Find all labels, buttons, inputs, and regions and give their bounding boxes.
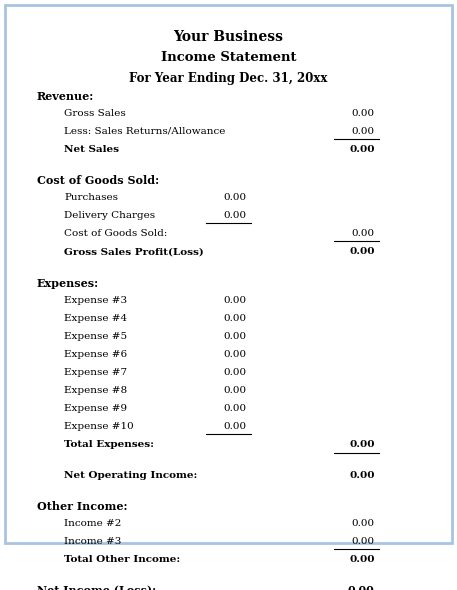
Text: For Year Ending Dec. 31, 20xx: For Year Ending Dec. 31, 20xx <box>129 72 328 85</box>
Text: Gross Sales Profit(Loss): Gross Sales Profit(Loss) <box>64 247 204 257</box>
Text: Expenses:: Expenses: <box>37 277 99 289</box>
Text: Net Income (Loss):: Net Income (Loss): <box>37 585 156 590</box>
Text: Your Business: Your Business <box>174 30 283 44</box>
Text: Net Operating Income:: Net Operating Income: <box>64 471 197 480</box>
Text: Expense #6: Expense #6 <box>64 350 127 359</box>
Text: Cost of Goods Sold:: Cost of Goods Sold: <box>37 175 159 186</box>
Text: 0.00: 0.00 <box>351 109 375 117</box>
Text: 0.00: 0.00 <box>223 404 247 413</box>
Text: Expense #4: Expense #4 <box>64 314 127 323</box>
Text: 0.00: 0.00 <box>349 145 375 154</box>
Text: Less: Sales Returns/Allowance: Less: Sales Returns/Allowance <box>64 127 225 136</box>
Text: Income #3: Income #3 <box>64 537 122 546</box>
Text: 0.00: 0.00 <box>223 296 247 304</box>
Text: 0.00: 0.00 <box>351 537 375 546</box>
Text: Net Sales: Net Sales <box>64 145 119 154</box>
Text: 0.00: 0.00 <box>351 519 375 528</box>
Text: 0.00: 0.00 <box>348 585 375 590</box>
Text: Cost of Goods Sold:: Cost of Goods Sold: <box>64 230 167 238</box>
Text: 0.00: 0.00 <box>351 127 375 136</box>
Text: Expense #9: Expense #9 <box>64 404 127 413</box>
Text: 0.00: 0.00 <box>223 314 247 323</box>
Text: 0.00: 0.00 <box>349 471 375 480</box>
Text: Expense #8: Expense #8 <box>64 386 127 395</box>
Text: Expense #7: Expense #7 <box>64 368 127 377</box>
Text: Expense #10: Expense #10 <box>64 422 134 431</box>
Text: Total Other Income:: Total Other Income: <box>64 555 180 564</box>
Text: 0.00: 0.00 <box>349 441 375 450</box>
Text: 0.00: 0.00 <box>223 211 247 220</box>
Text: Total Expenses:: Total Expenses: <box>64 441 154 450</box>
Text: 0.00: 0.00 <box>223 386 247 395</box>
Text: Revenue:: Revenue: <box>37 90 94 101</box>
Text: Purchases: Purchases <box>64 193 118 202</box>
Text: Expense #5: Expense #5 <box>64 332 127 341</box>
Text: 0.00: 0.00 <box>349 555 375 564</box>
Text: 0.00: 0.00 <box>223 422 247 431</box>
Text: 0.00: 0.00 <box>351 230 375 238</box>
Text: Income #2: Income #2 <box>64 519 122 528</box>
FancyBboxPatch shape <box>5 5 452 543</box>
Text: 0.00: 0.00 <box>223 368 247 377</box>
Text: 0.00: 0.00 <box>223 350 247 359</box>
Text: Income Statement: Income Statement <box>161 51 296 64</box>
Text: Gross Sales: Gross Sales <box>64 109 126 117</box>
Text: 0.00: 0.00 <box>349 247 375 257</box>
Text: Delivery Charges: Delivery Charges <box>64 211 155 220</box>
Text: 0.00: 0.00 <box>223 332 247 341</box>
Text: Other Income:: Other Income: <box>37 501 127 512</box>
Text: Expense #3: Expense #3 <box>64 296 127 304</box>
Text: 0.00: 0.00 <box>223 193 247 202</box>
